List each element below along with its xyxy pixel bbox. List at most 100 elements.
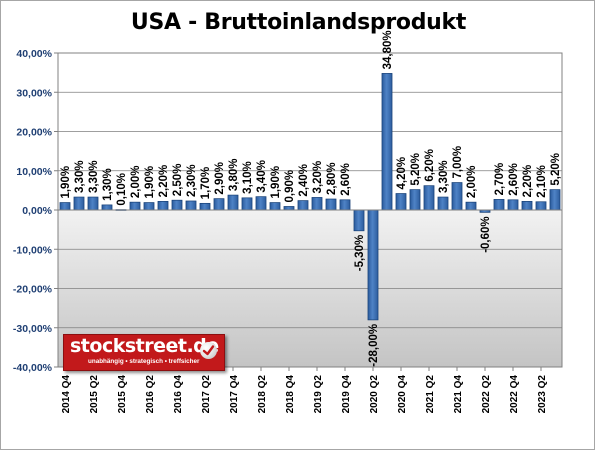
x-tick-label: 2019 Q4 [341,375,352,414]
data-label: 2,60% [508,163,520,196]
data-label: 3,20% [312,161,324,194]
data-label: 2,00% [466,166,478,199]
data-label: 3,10% [242,161,254,194]
x-tick-label: 2019 Q2 [313,375,324,414]
y-tick-label: 0,00% [22,205,52,217]
data-label: 2,80% [326,162,338,195]
x-tick-label: 2020 Q2 [369,375,380,414]
bar [199,202,211,211]
chart-title: USA - Bruttoinlandsprodukt [130,10,467,35]
bar [73,196,85,211]
bar [493,199,505,211]
x-tick-label: 2021 Q2 [425,375,436,414]
data-label: 0,10% [116,173,128,206]
x-tick-label: 2016 Q2 [145,375,156,414]
bar [549,189,561,211]
bar [185,200,197,211]
data-label: 1,90% [270,166,282,199]
bar [255,196,267,211]
data-label: 3,30% [438,160,450,193]
bar [465,201,477,211]
bar [101,204,113,211]
data-label: 3,40% [256,160,268,193]
data-label: 2,50% [172,164,184,197]
bar [297,200,309,211]
logo-tagline: unabhängig • strategisch • treffsicher [88,358,200,365]
bar [521,201,533,211]
y-tick-label: -40,00% [13,362,53,374]
bar [311,197,323,211]
y-tick-label: -30,00% [13,323,53,335]
x-tick-label: 2014 Q4 [61,375,72,414]
x-tick-label: 2020 Q4 [397,375,408,414]
data-label: 7,00% [452,146,464,179]
x-tick-label: 2018 Q4 [285,375,296,414]
stockstreet-logo: stockstreet.de unabhängig • strategisch … [63,334,225,371]
x-tick-label: 2023 Q2 [537,375,548,414]
bar [367,209,379,321]
bar [535,201,547,211]
y-tick-label: -20,00% [13,284,53,296]
data-label: 2,10% [536,165,548,198]
bar [507,199,519,211]
bar [353,209,365,232]
x-tick-label: 2022 Q2 [481,375,492,414]
data-label: 1,30% [102,168,114,201]
bar [143,202,155,211]
bar [129,201,141,211]
x-tick-label: 2015 Q4 [117,375,128,414]
x-tick-label: 2016 Q4 [173,375,184,414]
data-label: 5,20% [550,153,562,186]
bar [395,193,407,211]
data-label: 2,30% [186,164,198,197]
bar [227,194,239,211]
data-label: 4,20% [396,157,408,190]
y-tick-label: 30,00% [16,87,52,99]
y-tick-label: 20,00% [16,127,52,139]
logo-name: stockstreet.de [70,335,219,357]
bar [339,199,351,211]
data-label: 6,20% [424,149,436,182]
x-tick-label: 2017 Q2 [201,375,212,414]
data-label: 34,80% [382,30,394,69]
data-label: 1,90% [144,166,156,199]
x-tick-label: 2017 Q4 [229,375,240,414]
data-label: 3,80% [228,158,240,191]
x-tick-label: 2015 Q2 [89,375,100,414]
bar [283,206,295,211]
y-tick-label: 10,00% [16,166,52,178]
y-tick-label: -10,00% [13,244,53,256]
bar [269,202,281,211]
x-tick-label: 2018 Q2 [257,375,268,414]
x-tick-label: 2022 Q4 [509,375,520,414]
data-label: 0,90% [284,170,296,203]
bar [381,73,393,211]
data-label: -5,30% [354,235,366,271]
data-label: 2,20% [522,165,534,198]
bar [325,198,337,211]
data-label: 3,30% [88,160,100,193]
bar [87,196,99,211]
data-label: 3,30% [74,160,86,193]
data-label: 2,40% [298,164,310,197]
bar [213,198,225,211]
bar [241,197,253,211]
x-tick-label: 2021 Q4 [453,375,464,414]
data-label: 2,60% [340,163,352,196]
bar [437,196,449,211]
data-label: -0,60% [480,216,492,252]
bar [423,185,435,211]
data-label: 2,70% [494,163,506,196]
data-label: -28,00% [368,324,380,367]
bar [157,201,169,211]
data-label: 2,00% [130,166,142,199]
bar [451,182,463,211]
checkmark-icon [200,342,217,359]
data-label: 5,20% [410,153,422,186]
bar [409,189,421,211]
data-label: 1,90% [60,166,72,199]
data-label: 2,90% [214,162,226,195]
bar [171,199,183,211]
